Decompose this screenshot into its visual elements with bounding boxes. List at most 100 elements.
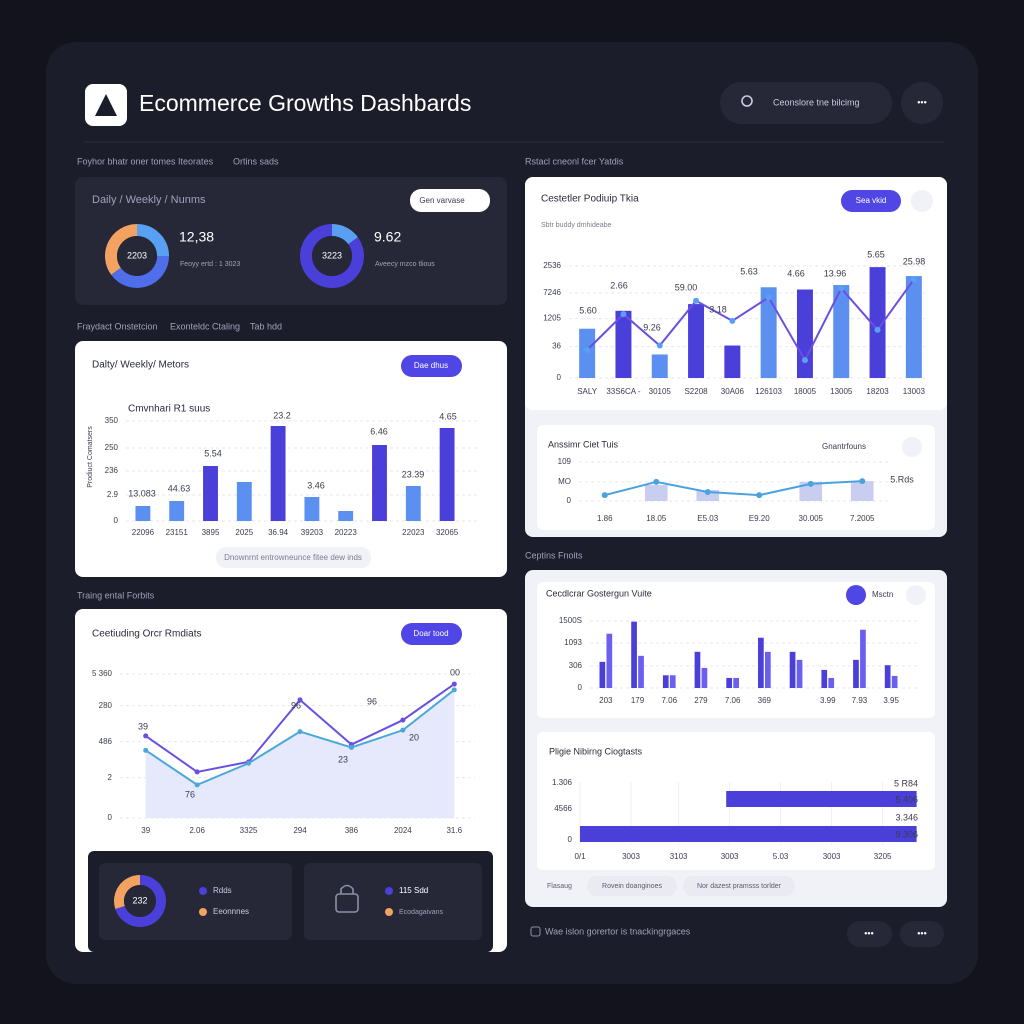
donut-segment (331, 224, 358, 245)
inner-card (537, 425, 935, 530)
donut-center-label: 3223 (322, 250, 342, 260)
button[interactable] (401, 623, 462, 645)
kpi-caption: Feoyy ertd : 1 3023 (180, 261, 240, 268)
button[interactable] (410, 189, 490, 212)
point (838, 285, 845, 292)
bar (580, 826, 917, 842)
x-tick-label: 2.06 (189, 826, 205, 835)
y-tick-label: 36 (552, 342, 561, 351)
line (586, 278, 915, 363)
section-label: Exonteldc Ctaling (170, 321, 240, 331)
button[interactable] (847, 921, 892, 947)
x-tick-label: 179 (631, 696, 645, 705)
data-annotation: 9.306 (895, 829, 918, 839)
button-label[interactable]: Gnantrfouns (822, 442, 866, 451)
bar (631, 621, 637, 688)
status-text: Wae islon gorertor is tnackingrgaces (545, 926, 691, 936)
y-tick-label: 350 (105, 416, 119, 425)
menu-button[interactable] (901, 82, 943, 124)
kpi-caption: Aveecy mzco tlious (375, 261, 435, 268)
point (874, 326, 881, 333)
icon-button[interactable] (911, 190, 933, 212)
button-label: Sea vkid (856, 196, 887, 205)
chip[interactable] (683, 876, 795, 896)
bar (726, 791, 917, 807)
toggle[interactable] (846, 585, 866, 605)
donut-hole (312, 236, 352, 276)
button[interactable] (900, 921, 944, 947)
mini-card (304, 863, 482, 940)
bag-icon (335, 893, 359, 913)
point (194, 769, 200, 775)
point (297, 729, 303, 735)
y-tick-label: 1500S (559, 616, 582, 625)
data-annotation: 3.346 (895, 812, 918, 822)
search-icon (741, 95, 753, 107)
data-annotation: 4.65 (439, 411, 457, 421)
legend-dot (385, 887, 393, 895)
bar (694, 651, 701, 688)
bar (726, 677, 733, 688)
point (653, 478, 660, 485)
data-annotation: 23.39 (402, 469, 425, 479)
button-label: ••• (864, 928, 873, 938)
button[interactable] (401, 355, 462, 377)
donut-segment (300, 224, 364, 288)
bar (796, 289, 813, 378)
point (765, 294, 772, 301)
donut-segment (115, 875, 166, 927)
data-annotation: 6.46 (370, 426, 388, 436)
chip[interactable] (587, 876, 677, 896)
x-tick-label: 22023 (402, 528, 425, 537)
bar (662, 675, 669, 688)
area (145, 689, 455, 818)
x-tick-label: S2208 (684, 387, 708, 396)
bar (891, 675, 898, 688)
x-tick-label: 20223 (335, 528, 358, 537)
point (400, 727, 406, 733)
x-tick-label: 3.99 (820, 696, 836, 705)
data-annotation: 5 R84 (894, 778, 918, 788)
x-tick-label: 30.005 (799, 514, 824, 523)
point (584, 347, 591, 353)
icon-button[interactable] (906, 585, 926, 605)
button[interactable] (841, 190, 901, 212)
x-tick-label: 1.86 (597, 514, 613, 523)
icon-button[interactable] (902, 437, 922, 457)
x-tick-label: 3325 (240, 826, 258, 835)
bar (236, 482, 252, 521)
data-annotation: 5.Rds (890, 474, 914, 484)
point (656, 342, 663, 349)
bar (405, 486, 421, 521)
bag-handle (340, 884, 354, 894)
legend-label: 115 Sdd (399, 886, 428, 895)
button-label: Doar tood (413, 629, 448, 638)
bar (853, 659, 859, 688)
bar (696, 490, 720, 501)
y-tick-label: 486 (99, 737, 113, 746)
x-tick-label: 279 (694, 696, 708, 705)
point (451, 687, 457, 693)
bar (796, 659, 803, 688)
x-tick-label: 3003 (721, 852, 739, 861)
bar (850, 481, 874, 501)
point (297, 697, 303, 703)
data-annotation: 5.60 (579, 305, 597, 315)
bar (169, 501, 185, 521)
x-tick-label: 294 (293, 826, 307, 835)
search-box[interactable] (720, 82, 892, 124)
section-label: Ceptins Fnoits (525, 550, 583, 560)
app-title: Ecommerce Growths Dashbards (139, 90, 471, 116)
data-annotation: 3.46 (307, 480, 325, 490)
point (143, 747, 149, 753)
bar (760, 287, 777, 378)
y-axis-label: Prodiuct Comatsers (87, 426, 94, 488)
bar (606, 633, 613, 688)
x-tick-label: 33S6CA - (606, 387, 641, 396)
y-tick-label: MO (558, 477, 571, 486)
x-tick-label: 3895 (202, 528, 220, 537)
point (400, 717, 406, 723)
x-tick-label: 18.05 (646, 514, 667, 523)
y-tick-label: 7246 (543, 288, 561, 297)
